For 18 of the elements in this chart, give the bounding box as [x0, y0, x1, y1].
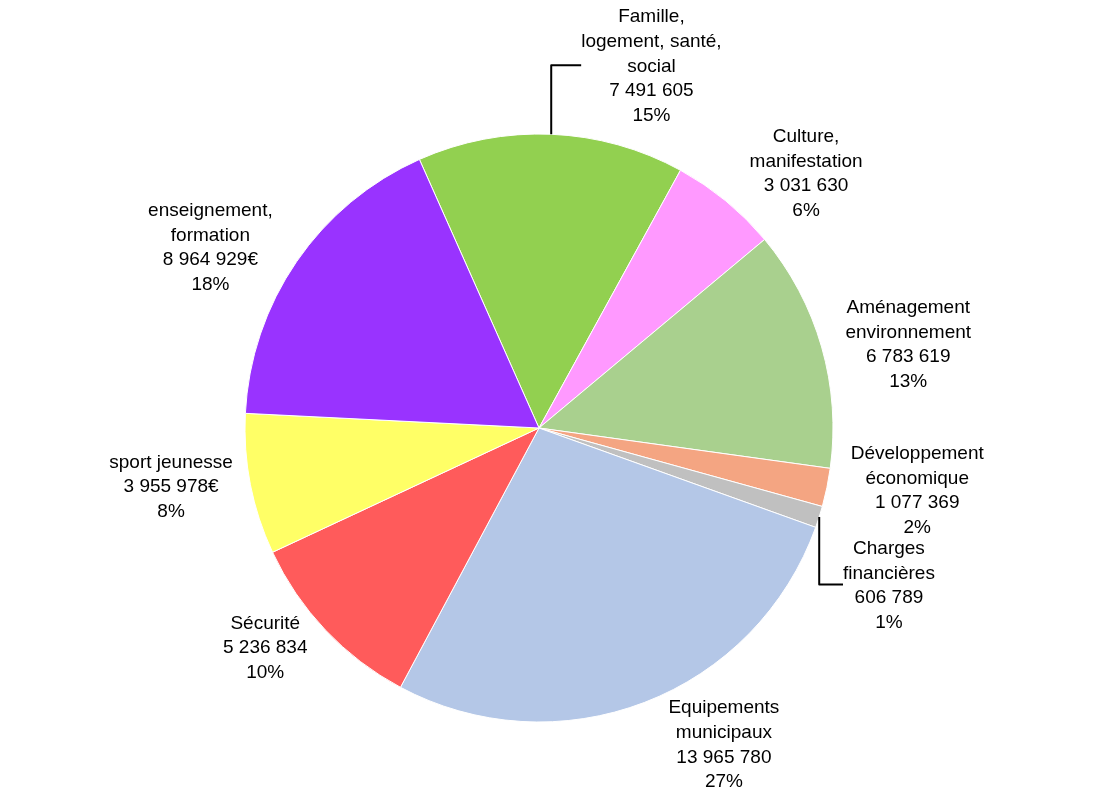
data-label: 3 031 630 6% [763, 174, 849, 221]
slice-label: Aménagement environnement [845, 295, 972, 342]
data-label: 5 236 834 10% [222, 636, 308, 683]
data-label: 3 955 978€ 8% [123, 475, 220, 521]
slice-label: sport jeunesse [109, 450, 233, 472]
data-label: 7 491 605 15% [609, 79, 694, 126]
slice-label: Equipements municipaux [668, 696, 780, 742]
slice-label: enseignement, formation [148, 199, 273, 245]
slice-label: Culture, manifestation [749, 125, 863, 171]
slice-label: Famille, logement, santé, social [581, 5, 722, 76]
data-label: 13 965 780 27% [676, 745, 772, 792]
slice-label: Sécurité [230, 611, 301, 633]
slice-label: Charges financières [842, 537, 935, 583]
slice-label: Développement économique [850, 441, 985, 488]
data-label: 8 964 929€ 18% [162, 248, 259, 295]
data-label: 606 789 1% [854, 586, 924, 633]
data-label: 6 783 619 13% [865, 345, 951, 391]
data-label: 1 077 369 2% [874, 491, 960, 538]
